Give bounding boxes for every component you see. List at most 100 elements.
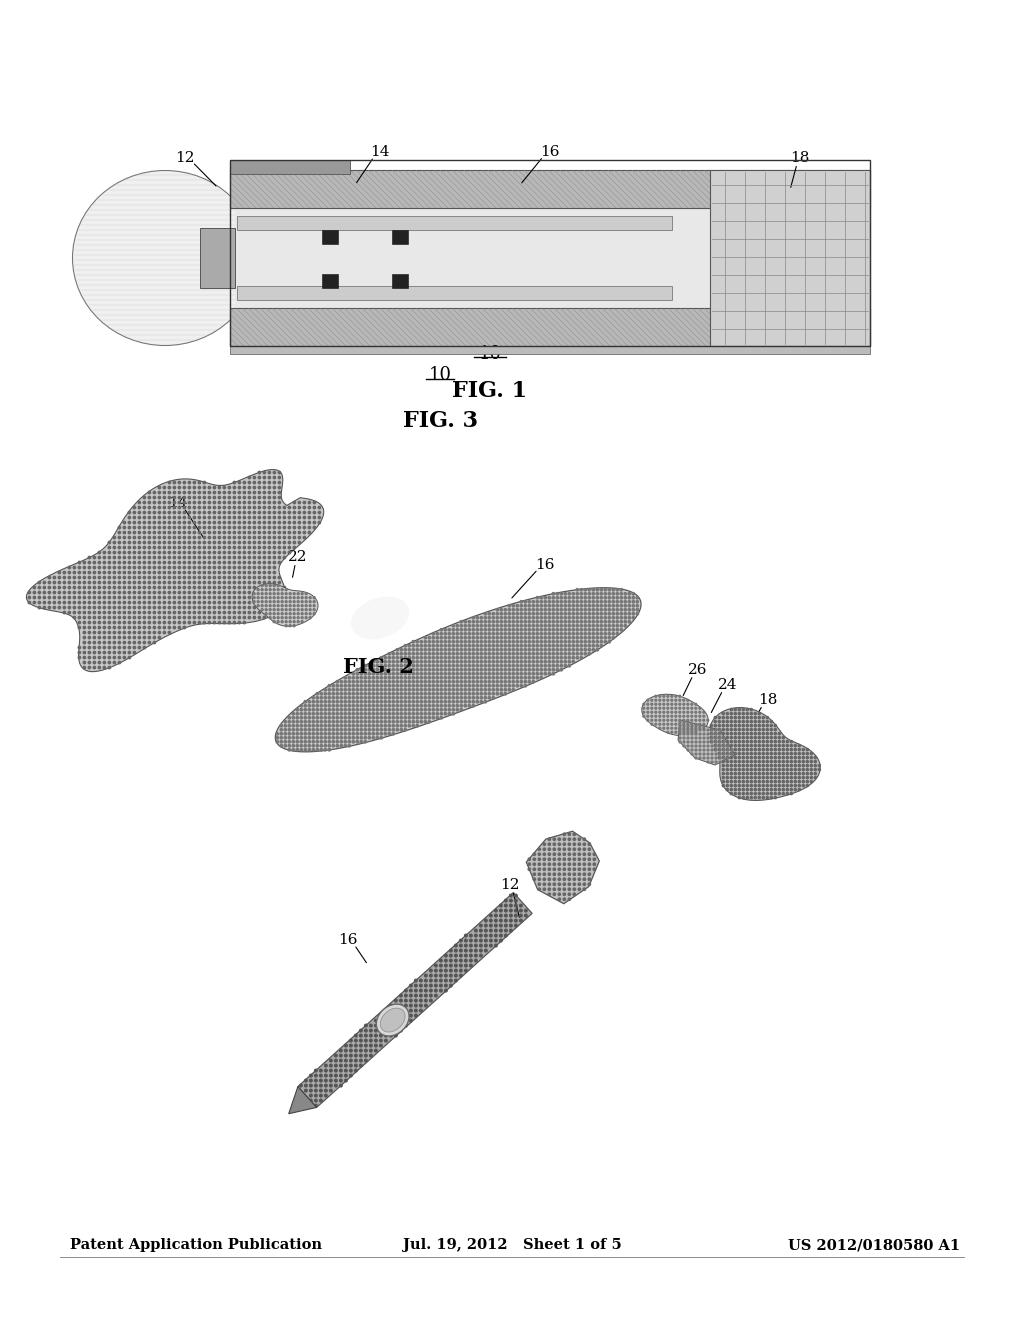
Circle shape bbox=[420, 709, 423, 711]
Circle shape bbox=[332, 721, 335, 723]
Circle shape bbox=[762, 780, 764, 783]
Circle shape bbox=[512, 628, 514, 631]
Circle shape bbox=[470, 949, 472, 952]
Circle shape bbox=[556, 664, 558, 667]
Circle shape bbox=[248, 581, 251, 583]
Circle shape bbox=[273, 556, 275, 558]
Circle shape bbox=[109, 627, 111, 628]
Circle shape bbox=[726, 760, 728, 763]
Circle shape bbox=[632, 593, 635, 595]
Circle shape bbox=[384, 681, 386, 682]
Circle shape bbox=[199, 511, 201, 513]
Circle shape bbox=[572, 644, 574, 647]
Circle shape bbox=[332, 717, 335, 719]
Circle shape bbox=[608, 616, 610, 619]
Circle shape bbox=[552, 668, 555, 671]
Circle shape bbox=[103, 627, 105, 628]
Circle shape bbox=[738, 764, 740, 767]
Circle shape bbox=[372, 705, 375, 708]
Circle shape bbox=[496, 640, 499, 643]
Circle shape bbox=[778, 784, 780, 787]
Circle shape bbox=[273, 586, 275, 589]
Circle shape bbox=[218, 532, 220, 533]
Circle shape bbox=[556, 597, 558, 599]
Circle shape bbox=[273, 482, 275, 483]
Circle shape bbox=[468, 644, 470, 647]
Circle shape bbox=[512, 648, 514, 651]
Circle shape bbox=[263, 552, 265, 554]
Circle shape bbox=[552, 628, 555, 631]
Circle shape bbox=[508, 616, 511, 619]
Circle shape bbox=[143, 566, 145, 569]
Circle shape bbox=[258, 577, 260, 578]
Circle shape bbox=[330, 1080, 332, 1082]
Circle shape bbox=[415, 985, 417, 987]
Circle shape bbox=[508, 644, 511, 647]
Circle shape bbox=[308, 748, 310, 751]
Circle shape bbox=[510, 915, 512, 917]
Circle shape bbox=[282, 620, 283, 623]
Circle shape bbox=[410, 989, 413, 991]
Circle shape bbox=[440, 628, 442, 631]
Circle shape bbox=[558, 873, 560, 875]
Circle shape bbox=[592, 605, 595, 607]
Circle shape bbox=[746, 744, 749, 747]
Circle shape bbox=[128, 651, 131, 653]
Circle shape bbox=[472, 668, 474, 671]
Circle shape bbox=[476, 656, 478, 659]
Circle shape bbox=[325, 1080, 328, 1082]
Circle shape bbox=[154, 566, 156, 569]
Circle shape bbox=[528, 640, 530, 643]
Circle shape bbox=[305, 609, 307, 611]
Circle shape bbox=[556, 628, 558, 631]
Circle shape bbox=[312, 701, 314, 704]
Circle shape bbox=[493, 673, 495, 675]
Circle shape bbox=[464, 660, 467, 663]
Circle shape bbox=[568, 648, 570, 651]
Circle shape bbox=[568, 605, 570, 607]
Circle shape bbox=[376, 725, 379, 727]
Circle shape bbox=[456, 668, 459, 671]
Circle shape bbox=[148, 566, 151, 569]
Circle shape bbox=[450, 949, 453, 952]
Circle shape bbox=[453, 685, 455, 686]
Circle shape bbox=[168, 627, 171, 628]
Circle shape bbox=[508, 648, 511, 651]
Circle shape bbox=[572, 616, 574, 619]
Circle shape bbox=[404, 660, 407, 663]
Circle shape bbox=[493, 636, 495, 639]
Circle shape bbox=[412, 697, 415, 700]
Circle shape bbox=[208, 502, 211, 504]
Circle shape bbox=[806, 768, 808, 771]
Circle shape bbox=[593, 869, 596, 870]
Circle shape bbox=[352, 729, 354, 731]
Circle shape bbox=[123, 602, 126, 603]
Circle shape bbox=[540, 601, 543, 603]
Circle shape bbox=[802, 756, 805, 759]
Circle shape bbox=[722, 772, 724, 775]
Circle shape bbox=[500, 929, 502, 932]
Circle shape bbox=[109, 546, 111, 549]
Circle shape bbox=[584, 652, 587, 655]
Circle shape bbox=[365, 709, 367, 711]
Circle shape bbox=[63, 606, 66, 609]
Circle shape bbox=[173, 622, 175, 624]
Circle shape bbox=[604, 601, 606, 603]
Circle shape bbox=[98, 631, 100, 634]
Circle shape bbox=[288, 527, 291, 529]
Circle shape bbox=[233, 521, 236, 524]
Circle shape bbox=[208, 602, 211, 603]
Circle shape bbox=[658, 727, 660, 729]
Circle shape bbox=[714, 733, 717, 735]
Circle shape bbox=[380, 697, 383, 700]
Circle shape bbox=[158, 577, 161, 578]
Circle shape bbox=[359, 1064, 362, 1067]
Circle shape bbox=[520, 601, 522, 603]
Circle shape bbox=[308, 717, 310, 719]
Circle shape bbox=[348, 693, 350, 694]
Circle shape bbox=[455, 979, 457, 982]
Circle shape bbox=[128, 636, 131, 639]
Circle shape bbox=[199, 541, 201, 544]
Circle shape bbox=[434, 965, 437, 966]
Circle shape bbox=[282, 597, 283, 599]
